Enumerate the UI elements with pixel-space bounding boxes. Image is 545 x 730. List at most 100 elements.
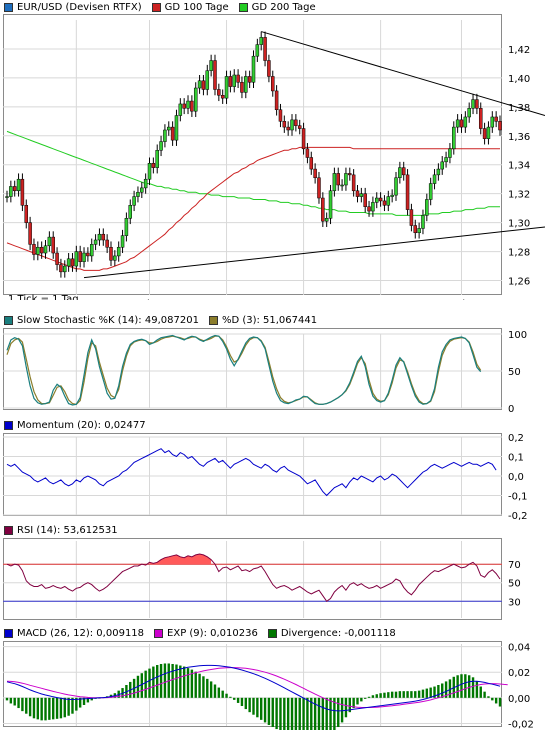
divergence-bar <box>236 697 240 703</box>
candle-body <box>86 252 90 257</box>
candle-body <box>367 206 371 212</box>
candle-body <box>494 116 498 122</box>
divergence-bar <box>248 697 251 713</box>
divergence-bar <box>233 697 236 700</box>
legend-label-rsi: RSI (14): 53,612531 <box>17 524 118 536</box>
divergence-bar <box>213 684 217 698</box>
divergence-bar <box>159 663 163 698</box>
candle-body <box>336 173 340 186</box>
candle-body <box>244 76 248 93</box>
legend-swatch-gd200 <box>238 2 248 12</box>
macd-legend: MACD (26, 12): 0,009118 EXP (9): 0,01023… <box>4 626 396 640</box>
divergence-bar <box>190 669 194 698</box>
candle-body <box>116 246 121 257</box>
candle-body <box>371 202 375 212</box>
legend-entry-gd100: GD 100 Tage <box>151 2 229 13</box>
candle-body <box>359 193 364 197</box>
legend-swatch-divergence <box>267 628 277 638</box>
legend-entry-gd200: GD 200 Tage <box>238 2 316 13</box>
svg-macd-ytick-label: 0,04 <box>508 643 530 654</box>
candle-body <box>16 178 21 192</box>
candle-body <box>313 168 317 179</box>
legend-label-eurusd: EUR/USD (Devisen RTFX) <box>17 1 142 13</box>
divergence-bar <box>163 663 167 698</box>
candle-body <box>182 103 186 109</box>
divergence-bar <box>479 686 482 698</box>
price-ytick-label: 1,40 <box>508 74 530 85</box>
divergence-bar <box>464 674 467 698</box>
divergence-bar <box>371 695 375 698</box>
divergence-bar <box>36 697 40 720</box>
divergence-bar <box>221 690 224 698</box>
price-xtick-label: Jan. <box>370 299 390 300</box>
candle-body <box>59 264 63 273</box>
candle-body <box>193 87 198 112</box>
divergence-bar <box>402 691 405 698</box>
divergence-bar <box>67 697 70 716</box>
legend-swatch-stoch-d <box>208 315 218 325</box>
candle-body <box>197 80 202 89</box>
price-ytick-label: 1,36 <box>508 132 530 143</box>
divergence-bar <box>294 697 298 730</box>
divergence-bar <box>267 697 271 725</box>
rsi-panel: 70 50 30 <box>3 538 521 620</box>
rsi-chart: 70 50 30 <box>3 541 521 618</box>
divergence-bar <box>206 678 209 698</box>
legend-entry-rsi: RSI (14): 53,612531 <box>4 525 118 536</box>
stoch-legend: Slow Stochastic %K (14): 49,087201 %D (3… <box>4 313 317 327</box>
divergence-bar <box>175 664 178 698</box>
support-trendline <box>83 226 545 279</box>
divergence-bar <box>21 697 24 712</box>
candle-body <box>78 251 82 262</box>
candle-body <box>32 244 36 255</box>
candle-body <box>155 150 159 168</box>
candle-body <box>282 121 287 128</box>
candle-body <box>190 100 194 112</box>
candle-body <box>55 252 59 265</box>
candle-body <box>444 157 448 163</box>
candle-body <box>278 109 283 122</box>
candle-body <box>271 76 275 92</box>
macd-exp-line <box>6 667 508 708</box>
divergence-bar <box>417 690 421 698</box>
divergence-bar <box>340 697 344 723</box>
candle-body <box>475 99 479 109</box>
candle-body <box>186 100 190 109</box>
divergence-bar <box>28 697 32 717</box>
stoch-k-line <box>6 334 482 406</box>
candle-body <box>143 178 148 189</box>
candle-body <box>463 116 468 128</box>
divergence-bar <box>290 697 294 730</box>
legend-entry-divergence: Divergence: -0,001118 <box>267 628 396 639</box>
divergence-bar <box>487 696 490 698</box>
divergence-bar <box>421 689 425 698</box>
svg-mom-ytick-label: 0,1 <box>508 453 524 464</box>
legend-entry-momentum: Momentum (20): 0,02477 <box>4 420 146 431</box>
divergence-bar <box>483 691 486 698</box>
candle-body <box>136 191 140 197</box>
macd-panel: 0,04 0,02 0,00 -0,02 <box>3 641 534 730</box>
candle-body <box>286 126 290 131</box>
legend-entry-exp: EXP (9): 0,010236 <box>154 628 258 639</box>
stoch-chart: 100 50 0 <box>3 330 527 415</box>
divergence-bar <box>5 697 9 701</box>
candle-body <box>409 209 414 226</box>
divergence-bar <box>394 691 398 698</box>
candle-body <box>363 193 367 207</box>
divergence-bar <box>244 697 247 710</box>
divergence-bar <box>367 696 371 698</box>
legend-entry-eurusd: EUR/USD (Devisen RTFX) <box>4 2 142 13</box>
divergence-bar <box>348 697 351 713</box>
svg-mom-ytick-label: 0,0 <box>508 472 524 483</box>
candle-body <box>170 126 175 141</box>
candle-body <box>109 246 113 261</box>
candle-body <box>317 177 321 199</box>
divergence-bar <box>460 674 463 698</box>
divergence-bar <box>32 697 36 719</box>
candle-body <box>9 186 13 197</box>
candle-body <box>467 108 471 118</box>
divergence-bar <box>171 663 174 698</box>
divergence-bar <box>467 675 471 698</box>
rsi-line <box>6 553 501 603</box>
candle-body <box>39 246 44 254</box>
